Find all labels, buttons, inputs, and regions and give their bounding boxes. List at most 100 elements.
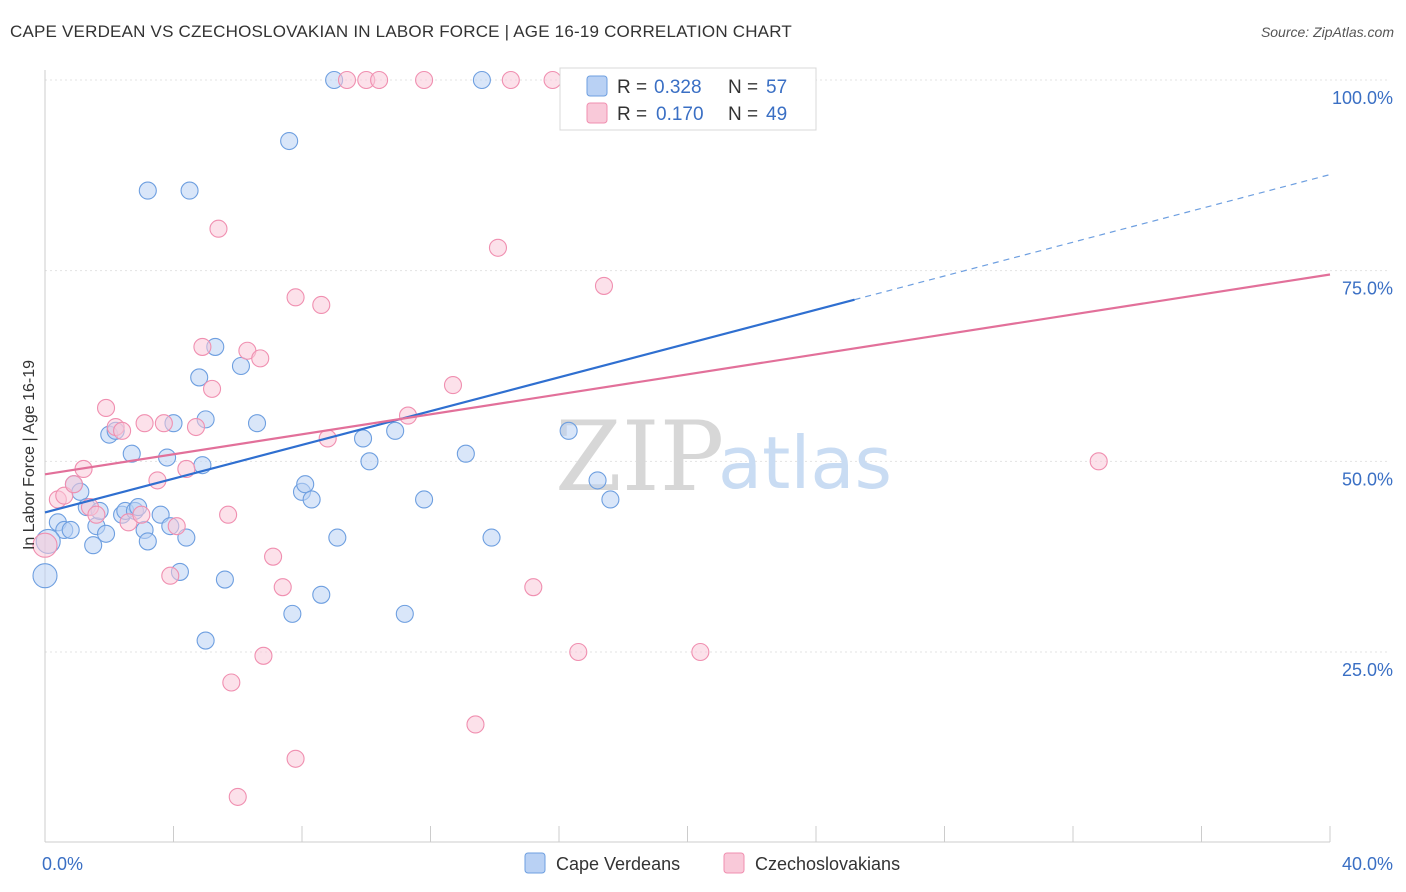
point-cape-verdean-21 xyxy=(158,448,177,467)
legend-n-value-1: 57 xyxy=(766,77,787,98)
point-cape-verdean-3 xyxy=(61,520,80,540)
point-czechoslovakian-34 xyxy=(337,70,357,90)
point-cape-verdean-32 xyxy=(215,570,234,589)
legend-r-label-1: R = xyxy=(617,77,647,98)
x-tick-label-max: 40.0% xyxy=(1342,854,1393,874)
point-czechoslovakian-11 xyxy=(132,505,151,524)
point-cape-verdean-45 xyxy=(386,421,405,440)
point-czechoslovakian-42 xyxy=(501,70,520,90)
point-cape-verdean-19 xyxy=(138,532,157,551)
point-czechoslovakian-40 xyxy=(466,715,485,734)
point-czechoslovakian-28 xyxy=(264,547,283,566)
legend-r-label-2: R = xyxy=(617,104,647,125)
legend-r-value-1: 0.328 xyxy=(654,77,702,98)
point-czechoslovakian-37 xyxy=(415,70,434,90)
point-czechoslovakian-22 xyxy=(219,505,238,524)
y-tick-label-100: 100.0% xyxy=(1332,88,1393,108)
point-cape-verdean-50 xyxy=(482,528,501,547)
point-czechoslovakian-41 xyxy=(488,238,508,257)
point-cape-verdean-48 xyxy=(456,444,475,463)
source-credit: Source: ZipAtlas.com xyxy=(1260,24,1394,40)
point-czechoslovakian-29 xyxy=(273,578,292,597)
point-cape-verdean-0 xyxy=(32,563,58,589)
point-czechoslovakian-31 xyxy=(286,749,305,768)
point-czechoslovakian-14 xyxy=(154,414,173,433)
point-cape-verdean-41 xyxy=(328,528,347,547)
y-tick-label-25: 25.0% xyxy=(1342,660,1393,680)
point-czechoslovakian-43 xyxy=(524,578,543,597)
trend-line-cape-verdeans xyxy=(44,298,855,514)
point-cape-verdean-38 xyxy=(296,475,315,494)
point-cape-verdean-30 xyxy=(196,631,215,650)
point-cape-verdean-52 xyxy=(588,471,607,490)
point-cape-verdean-47 xyxy=(415,490,434,509)
point-cape-verdean-10 xyxy=(96,524,116,543)
point-czechoslovakian-23 xyxy=(222,673,241,692)
point-cape-verdean-43 xyxy=(353,429,373,448)
point-cape-verdean-27 xyxy=(190,368,209,387)
point-cape-verdean-33 xyxy=(231,356,251,376)
legend-stats: R = 0.328 N = 57 R = 0.170 N = 49 xyxy=(559,67,817,131)
point-czechoslovakian-16 xyxy=(167,517,186,536)
point-czechoslovakian-36 xyxy=(370,70,389,90)
tick-labels: 25.0% 50.0% 75.0% 100.0% 0.0% 40.0% xyxy=(42,88,1393,874)
point-cape-verdean-18 xyxy=(138,181,157,200)
y-tick-label-75: 75.0% xyxy=(1342,279,1393,299)
legend-bottom-label-czechoslovakians: Czechoslovakians xyxy=(755,854,900,874)
legend-swatch-czechoslovakians xyxy=(586,102,608,124)
point-czechoslovakian-24 xyxy=(228,787,247,806)
point-czechoslovakian-12 xyxy=(135,414,154,433)
legend-swatch-cape-verdeans xyxy=(586,75,608,97)
point-cape-verdean-34 xyxy=(247,414,267,433)
point-czechoslovakian-3 xyxy=(64,475,83,494)
legend-bottom-label-cape-verdeans: Cape Verdeans xyxy=(556,854,680,874)
trend-line-czechoslovakians xyxy=(44,273,1331,476)
data-points xyxy=(32,70,1108,806)
point-cape-verdean-46 xyxy=(395,604,414,623)
trend-line-cape-verdeans-extension xyxy=(854,173,1331,301)
point-czechoslovakian-7 xyxy=(96,398,116,417)
point-czechoslovakian-46 xyxy=(594,276,614,295)
point-cape-verdean-40 xyxy=(312,585,331,604)
legend-n-label-1: N = xyxy=(728,77,758,98)
legend-bottom-swatch-czechoslovakians xyxy=(723,852,745,874)
point-czechoslovakian-0 xyxy=(32,532,58,558)
point-cape-verdean-15 xyxy=(122,444,141,463)
legend-n-value-2: 49 xyxy=(766,104,787,125)
point-cape-verdean-35 xyxy=(280,131,299,151)
point-czechoslovakian-6 xyxy=(87,505,106,524)
point-czechoslovakian-30 xyxy=(286,288,305,307)
x-tick-label-min: 0.0% xyxy=(42,854,83,874)
point-czechoslovakian-48 xyxy=(1089,452,1108,471)
watermark-atlas: atlas xyxy=(718,421,892,505)
axes xyxy=(44,70,1331,843)
legend-bottom-swatch-cape-verdeans xyxy=(524,852,546,874)
legend-series: Cape Verdeans Czechoslovakians xyxy=(524,852,900,874)
point-czechoslovakian-20 xyxy=(203,379,222,398)
point-czechoslovakian-45 xyxy=(569,642,588,662)
y-axis-label: In Labor Force | Age 16-19 xyxy=(21,360,38,550)
point-czechoslovakian-44 xyxy=(543,70,562,90)
point-cape-verdean-39 xyxy=(302,490,321,509)
point-cape-verdean-26 xyxy=(180,181,199,200)
point-czechoslovakian-26 xyxy=(251,349,270,368)
point-cape-verdean-36 xyxy=(283,604,302,623)
point-czechoslovakian-18 xyxy=(186,417,206,437)
point-czechoslovakian-19 xyxy=(193,337,212,356)
trend-lines xyxy=(44,173,1331,514)
gridlines xyxy=(45,79,1390,653)
y-tick-label-50: 50.0% xyxy=(1342,469,1393,489)
point-cape-verdean-51 xyxy=(559,421,578,440)
point-czechoslovakian-9 xyxy=(113,421,132,440)
legend-r-value-2: 0.170 xyxy=(656,104,704,125)
point-cape-verdean-49 xyxy=(472,70,491,90)
point-cape-verdean-7 xyxy=(84,536,103,555)
point-czechoslovakian-15 xyxy=(161,566,180,585)
point-czechoslovakian-27 xyxy=(254,646,273,665)
point-cape-verdean-53 xyxy=(601,490,620,509)
legend-n-label-2: N = xyxy=(728,104,758,125)
watermark-zip: ZIP xyxy=(555,401,724,513)
point-czechoslovakian-32 xyxy=(312,295,331,315)
point-cape-verdean-44 xyxy=(360,452,379,471)
